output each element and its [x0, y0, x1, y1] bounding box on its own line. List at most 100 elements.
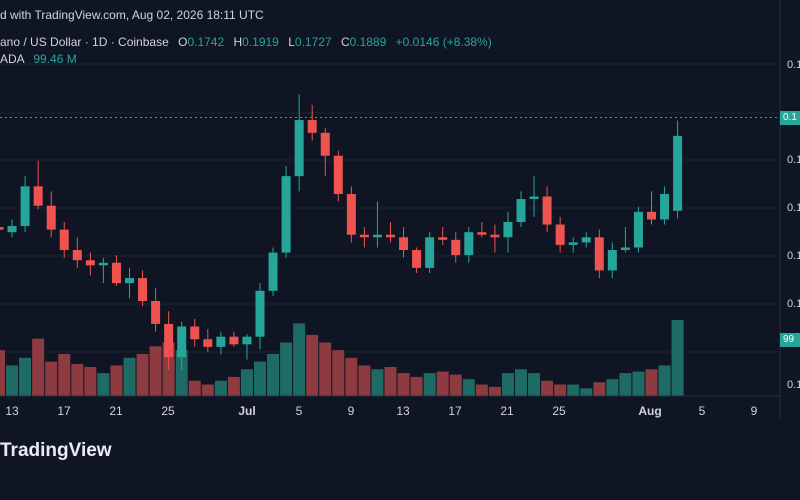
volume-bar [227, 376, 240, 396]
candle[interactable] [673, 120, 683, 219]
candle[interactable] [620, 227, 630, 253]
candle[interactable] [177, 321, 187, 370]
volume-bar [32, 338, 45, 396]
candle[interactable] [164, 311, 174, 370]
volume-bar [332, 350, 345, 396]
volume-bar [671, 320, 684, 396]
candle[interactable] [111, 255, 121, 286]
candle[interactable] [425, 232, 435, 273]
volume-bar [84, 366, 97, 396]
candle-body [620, 247, 630, 251]
volume-bar [580, 388, 593, 396]
candle[interactable] [647, 191, 656, 225]
volume-bar [280, 342, 293, 396]
candle[interactable] [46, 191, 56, 238]
candle[interactable] [216, 331, 226, 355]
candle[interactable] [464, 227, 474, 263]
time-axis-label: 17 [448, 404, 462, 418]
time-axis-label: 17 [57, 404, 71, 418]
candle[interactable] [555, 216, 565, 253]
candle[interactable] [660, 186, 670, 225]
time-axis-label: 5 [698, 404, 706, 418]
candle[interactable] [581, 232, 591, 248]
candle-body [281, 176, 291, 253]
volume-bar [149, 346, 162, 396]
candle-body [594, 237, 604, 271]
candle[interactable] [542, 186, 552, 233]
candle[interactable] [255, 283, 265, 350]
volume-badge: 99 [780, 333, 800, 347]
candle[interactable] [490, 224, 500, 253]
volume-bar [632, 371, 645, 396]
candle-body [111, 262, 121, 284]
candle[interactable] [359, 227, 369, 248]
candle[interactable] [412, 247, 422, 273]
candle[interactable] [320, 127, 330, 177]
candle[interactable] [59, 222, 69, 258]
volume-bar [19, 357, 32, 396]
candle[interactable] [203, 329, 213, 352]
candle[interactable] [633, 206, 643, 253]
volume-bar [306, 334, 319, 396]
candle-body [255, 290, 265, 337]
volume-bar [645, 369, 658, 396]
candle[interactable] [72, 237, 82, 268]
candle[interactable] [346, 186, 356, 243]
candle[interactable] [333, 150, 343, 202]
candle[interactable] [268, 247, 278, 296]
time-axis-label: 25 [552, 404, 566, 418]
candle[interactable] [438, 227, 448, 245]
candle[interactable] [568, 237, 578, 253]
candle-body [490, 234, 500, 238]
candle[interactable] [607, 242, 617, 279]
volume-bar [554, 384, 567, 396]
candle-body [372, 234, 382, 238]
volume-bar [201, 384, 214, 396]
candle[interactable] [281, 165, 291, 258]
candle[interactable] [451, 232, 461, 263]
candle-body [229, 336, 239, 345]
candle-body [359, 234, 369, 238]
candle[interactable] [516, 191, 526, 228]
candle-body [59, 229, 69, 251]
time-axis-label: 21 [500, 404, 514, 418]
price-axis-label: 0.1 [787, 298, 800, 310]
price-axis-label: 0.1 [787, 154, 800, 166]
candle[interactable] [372, 201, 382, 248]
candle[interactable] [229, 331, 239, 347]
ohlc-high-label: H [233, 35, 243, 49]
candle[interactable] [85, 252, 95, 276]
volume-bar [358, 365, 371, 396]
candle[interactable] [20, 176, 30, 233]
price-axis-label: 0.1 [787, 250, 800, 262]
candle[interactable] [529, 176, 539, 217]
candle-body [386, 234, 395, 238]
candle[interactable] [138, 270, 148, 307]
symbol-title: ano / US Dollar · 1D · Coinbase [0, 35, 169, 49]
candle[interactable] [98, 257, 108, 284]
ohlc-change: +0.0146 (+8.38%) [395, 35, 492, 49]
candle[interactable] [33, 160, 43, 210]
candle[interactable] [242, 334, 252, 360]
candle[interactable] [294, 94, 304, 192]
candle[interactable] [125, 267, 134, 299]
candle[interactable] [151, 288, 161, 332]
time-axis-label: Jul [238, 404, 256, 418]
candle-body [216, 336, 226, 347]
candle[interactable] [307, 104, 317, 141]
volume-bar [267, 353, 280, 396]
candle-body [464, 232, 474, 256]
candle-body [0, 227, 4, 230]
candle[interactable] [594, 229, 604, 279]
candle[interactable] [0, 217, 4, 242]
candle[interactable] [399, 227, 409, 258]
candle-body [555, 224, 565, 245]
candle-body [98, 262, 108, 266]
candle[interactable] [386, 222, 395, 243]
current-price-badge: 0.1 [780, 111, 800, 125]
candle[interactable] [477, 222, 487, 238]
candle[interactable] [503, 211, 513, 253]
candle[interactable] [7, 219, 17, 238]
candle[interactable] [190, 318, 200, 347]
